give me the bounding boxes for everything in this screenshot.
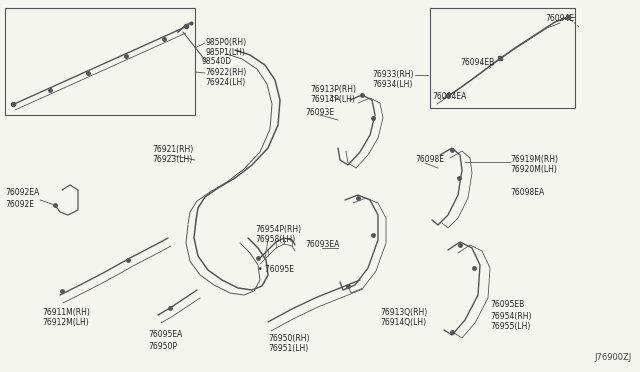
Text: 76911M(RH)
76912M(LH): 76911M(RH) 76912M(LH)	[42, 308, 90, 327]
Bar	[430, 8, 575, 108]
Text: 76913P(RH)
76914P(LH): 76913P(RH) 76914P(LH)	[310, 85, 356, 105]
Text: 76933(RH)
76934(LH): 76933(RH) 76934(LH)	[372, 70, 413, 89]
Text: 76092E: 76092E	[5, 200, 34, 209]
Text: 76950P: 76950P	[148, 342, 177, 351]
Text: 76098EA: 76098EA	[510, 188, 544, 197]
Text: 76094EB: 76094EB	[460, 58, 494, 67]
Bar	[5, 8, 195, 115]
Text: • 76095E: • 76095E	[258, 265, 294, 274]
Text: 76913Q(RH)
76914Q(LH): 76913Q(RH) 76914Q(LH)	[380, 308, 428, 327]
Text: 76950(RH)
76951(LH): 76950(RH) 76951(LH)	[268, 334, 310, 353]
Text: 985P0(RH)
985P1(LH): 985P0(RH) 985P1(LH)	[205, 38, 246, 57]
Text: 76092EA: 76092EA	[5, 188, 39, 197]
Text: 76095EA: 76095EA	[148, 330, 182, 339]
Text: 76919M(RH)
76920M(LH): 76919M(RH) 76920M(LH)	[510, 155, 558, 174]
Text: 76921(RH)
76923(LH): 76921(RH) 76923(LH)	[152, 145, 193, 164]
Text: 76095EB: 76095EB	[490, 300, 524, 309]
Text: 76094E: 76094E	[545, 14, 574, 23]
Text: 76098E: 76098E	[415, 155, 444, 164]
Text: 98540D: 98540D	[202, 57, 232, 66]
Text: 76954(RH)
76955(LH): 76954(RH) 76955(LH)	[490, 312, 531, 331]
Text: 76922(RH)
76924(LH): 76922(RH) 76924(LH)	[205, 68, 246, 87]
Bar	[498, 56, 502, 60]
Text: 76093E: 76093E	[305, 108, 334, 117]
Text: 76093EA: 76093EA	[305, 240, 339, 249]
Text: 76954P(RH)
76958(LH): 76954P(RH) 76958(LH)	[255, 225, 301, 244]
Text: J76900ZJ: J76900ZJ	[595, 353, 632, 362]
Text: 76094EA: 76094EA	[432, 92, 467, 101]
